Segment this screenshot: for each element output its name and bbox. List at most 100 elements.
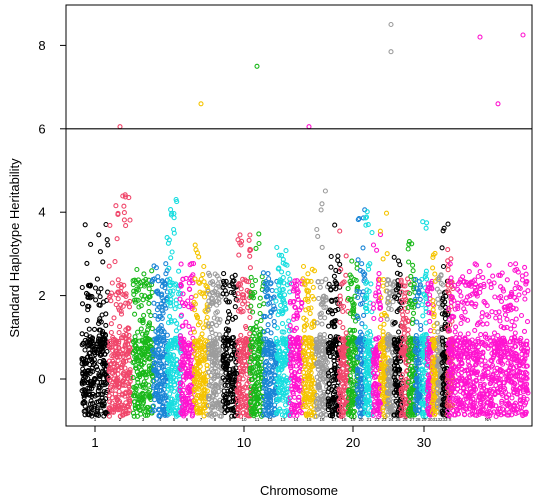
data-point (111, 315, 117, 321)
data-point (250, 309, 256, 315)
data-point (282, 292, 288, 298)
data-point (97, 249, 103, 255)
data-point (261, 314, 267, 320)
data-point (424, 220, 430, 226)
data-point (171, 230, 177, 236)
data-point (384, 251, 390, 257)
data-point (152, 336, 158, 342)
data-point (319, 397, 325, 403)
data-point (168, 255, 174, 261)
data-point (331, 377, 337, 383)
data-point (334, 338, 340, 344)
data-point (287, 400, 293, 406)
data-point (80, 376, 86, 382)
data-point (213, 310, 219, 316)
data-point (311, 389, 317, 395)
data-point (178, 282, 184, 289)
data-point (202, 357, 208, 363)
data-point (247, 246, 253, 252)
data-point (305, 271, 311, 277)
data-point (130, 278, 136, 284)
data-point (345, 286, 351, 292)
data-point (97, 327, 103, 333)
data-point (349, 258, 355, 264)
data-point (104, 237, 110, 243)
data-point (103, 322, 109, 328)
data-point (241, 292, 247, 298)
data-point (261, 385, 267, 391)
data-point (197, 289, 203, 295)
data-point (102, 382, 108, 388)
data-point (157, 360, 163, 366)
data-point (196, 383, 202, 389)
data-point (84, 317, 90, 324)
data-point (272, 306, 278, 312)
data-point (202, 308, 208, 314)
data-point (81, 387, 87, 393)
data-point (101, 389, 107, 395)
data-point (306, 306, 312, 312)
data-point (229, 377, 235, 383)
data-point (154, 372, 160, 378)
data-point (288, 363, 294, 369)
data-point (261, 301, 267, 307)
data-point (277, 287, 283, 293)
data-point (236, 252, 242, 258)
data-point (265, 322, 271, 328)
data-point (164, 332, 170, 338)
data-point (127, 390, 133, 396)
data-point (328, 287, 334, 293)
data-point (410, 310, 417, 316)
data-point (127, 378, 133, 384)
data-point (163, 271, 169, 277)
data-point (238, 286, 244, 292)
data-point (333, 280, 339, 286)
data-point (195, 361, 201, 367)
data-point (179, 411, 185, 417)
data-point (256, 303, 263, 309)
data-point (277, 357, 283, 363)
data-point (123, 339, 129, 345)
data-point (197, 319, 203, 325)
data-point (192, 301, 198, 307)
data-point (309, 380, 315, 386)
data-point (408, 273, 414, 279)
data-point (198, 276, 204, 282)
data-point (94, 367, 101, 373)
data-point (329, 411, 335, 417)
data-point (262, 346, 268, 352)
data-point (307, 367, 313, 373)
data-point (140, 384, 146, 391)
data-point (318, 335, 324, 341)
data-point (140, 278, 147, 284)
data-point (302, 323, 308, 329)
data-point (291, 316, 297, 322)
data-point (137, 394, 143, 400)
data-point (371, 315, 377, 322)
data-point (292, 283, 298, 289)
data-point (330, 341, 337, 348)
data-point (297, 307, 303, 313)
data-point (190, 261, 197, 267)
data-point (232, 304, 238, 310)
data-point (250, 295, 256, 301)
data-point (140, 370, 146, 376)
y-axis-label: Standard Haplotype Heritability (7, 158, 22, 338)
data-point (81, 399, 87, 405)
data-point (98, 408, 104, 414)
data-point (214, 290, 221, 296)
data-point (161, 372, 167, 378)
data-point (278, 302, 284, 308)
data-point (249, 376, 255, 382)
data-point (204, 284, 210, 290)
data-point (263, 396, 269, 402)
data-point (79, 356, 85, 362)
data-point (120, 412, 126, 418)
data-point (214, 400, 220, 406)
data-point (380, 256, 386, 262)
data-point (113, 344, 119, 350)
data-point (107, 339, 113, 345)
data-point (222, 377, 228, 383)
data-point (206, 345, 212, 351)
data-point (194, 395, 200, 401)
